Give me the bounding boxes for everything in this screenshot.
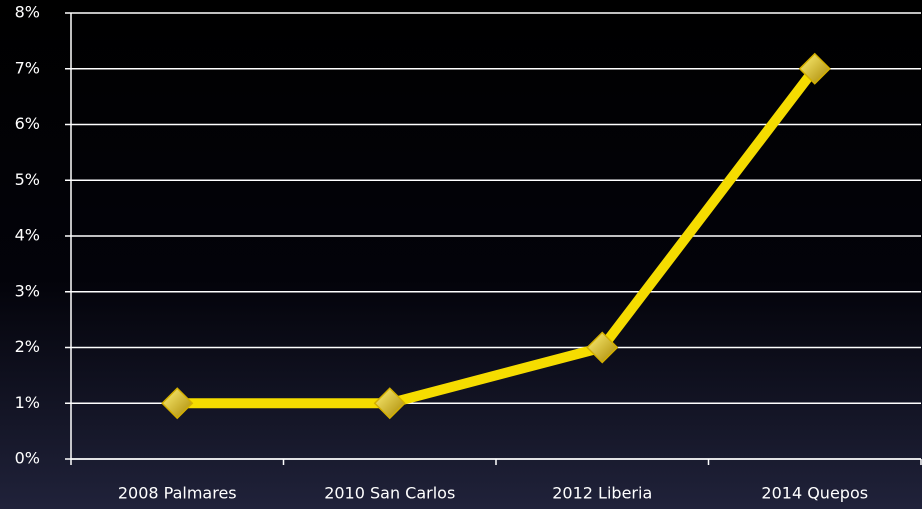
x-tick-label: 2010 San Carlos	[324, 484, 455, 503]
line	[177, 65, 819, 409]
y-tick-label: 8%	[15, 3, 40, 22]
marker	[798, 52, 831, 85]
y-tick-label: 7%	[15, 58, 40, 77]
y-tick-label: 6%	[15, 114, 40, 133]
y-tick-label: 3%	[15, 281, 40, 300]
x-tick-label: 2012 Liberia	[552, 484, 652, 503]
marker	[161, 387, 194, 420]
marker	[373, 387, 406, 420]
y-tick-label: 2%	[15, 337, 40, 356]
marker	[586, 331, 619, 364]
y-tick-label: 4%	[15, 226, 40, 245]
y-tick-label: 5%	[15, 170, 40, 189]
y-tick-label: 0%	[15, 449, 40, 468]
x-tick-label: 2014 Quepos	[761, 484, 868, 503]
y-tick-label: 1%	[15, 393, 40, 412]
x-tick-label: 2008 Palmares	[118, 484, 237, 503]
